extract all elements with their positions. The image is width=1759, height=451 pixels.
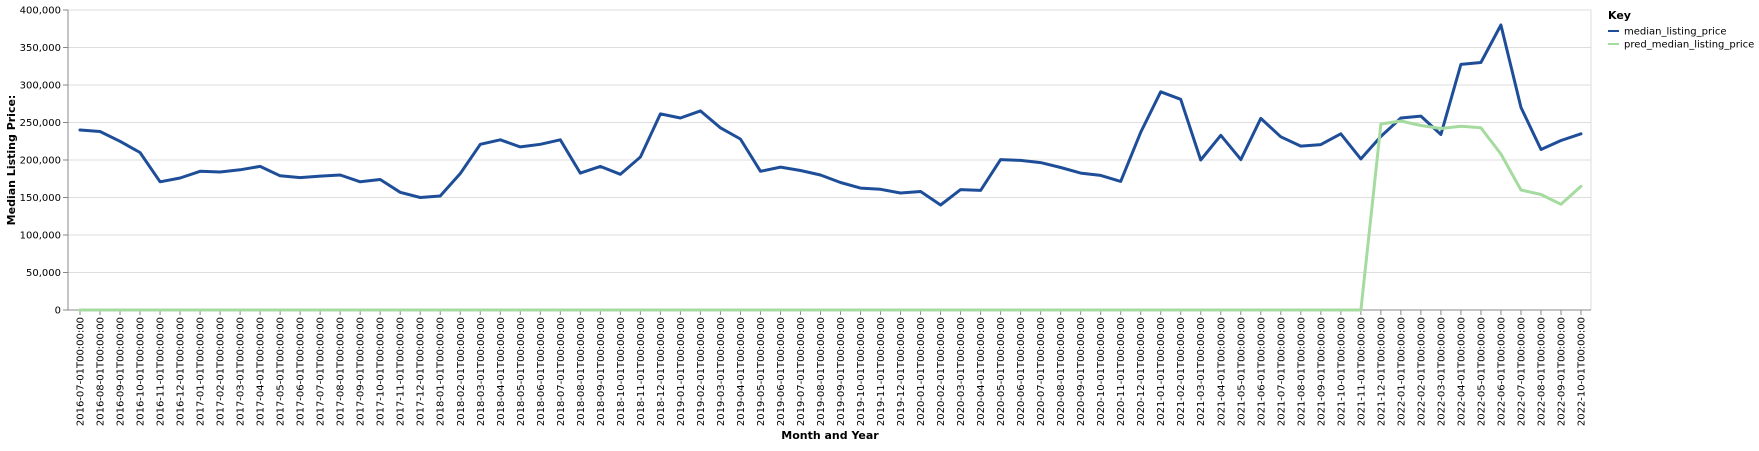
x-tick-label: 2017-12-01T00:00:00 xyxy=(416,317,427,426)
y-tick-label: 300,000 xyxy=(20,81,61,92)
x-tick-label: 2021-09-01T00:00:00 xyxy=(1316,317,1327,426)
y-tick-label: 100,000 xyxy=(20,231,61,242)
x-tick-label: 2016-10-01T00:00:00 xyxy=(136,317,147,426)
legend-title: Key xyxy=(1608,9,1631,22)
gridlines xyxy=(68,9,1592,311)
y-tick-label: 150,000 xyxy=(20,193,61,204)
x-tick-label: 2020-04-01T00:00:00 xyxy=(976,317,987,426)
x-tick-label: 2022-06-01T00:00:00 xyxy=(1496,317,1507,426)
x-tick-label: 2019-08-01T00:00:00 xyxy=(816,317,827,426)
series-line-median_listing_price xyxy=(78,23,1583,207)
x-tick-label: 2021-07-01T00:00:00 xyxy=(1276,317,1287,426)
x-tick-label: 2021-08-01T00:00:00 xyxy=(1296,317,1307,426)
x-tick-label: 2018-07-01T00:00:00 xyxy=(556,317,567,426)
x-tick-label: 2019-01-01T00:00:00 xyxy=(676,317,687,426)
x-tick-label: 2018-01-01T00:00:00 xyxy=(436,317,447,426)
x-tick-label: 2017-11-01T00:00:00 xyxy=(396,317,407,426)
x-tick-label: 2020-01-01T00:00:00 xyxy=(916,317,927,426)
x-tick-label: 2022-08-01T00:00:00 xyxy=(1536,317,1547,426)
x-tick-label: 2022-10-01T00:00:00 xyxy=(1577,317,1588,426)
y-axis-title: Median Listing Price: xyxy=(5,95,18,226)
x-tick-label: 2019-04-01T00:00:00 xyxy=(736,317,747,426)
x-tick-label: 2021-01-01T00:00:00 xyxy=(1156,317,1167,426)
x-tick-label: 2020-11-01T00:00:00 xyxy=(1116,317,1127,426)
x-tick-label: 2016-11-01T00:00:00 xyxy=(156,317,167,426)
x-tick-label: 2020-07-01T00:00:00 xyxy=(1036,317,1047,426)
x-tick-label: 2018-10-01T00:00:00 xyxy=(616,317,627,426)
x-tick-label: 2016-07-01T00:00:00 xyxy=(76,317,87,426)
x-tick-label: 2020-06-01T00:00:00 xyxy=(1016,317,1027,426)
y-axis: 0 50,000 100,000 150,000 200,000 250,000 300,0… xyxy=(20,6,69,317)
x-tick-label: 2018-08-01T00:00:00 xyxy=(576,317,587,426)
x-tick-label: 2019-07-01T00:00:00 xyxy=(796,317,807,426)
x-tick-label: 2018-05-01T00:00:00 xyxy=(516,317,527,426)
x-tick-label: 2020-10-01T00:00:00 xyxy=(1096,317,1107,426)
x-tick-label: 2018-06-01T00:00:00 xyxy=(536,317,547,426)
x-tick-label: 2022-09-01T00:00:00 xyxy=(1556,317,1567,426)
x-tick-label: 2021-05-01T00:00:00 xyxy=(1236,317,1247,426)
series-lines xyxy=(78,23,1583,312)
x-tick-label: 2022-03-01T00:00:00 xyxy=(1436,317,1447,426)
x-tick-label: 2018-04-01T00:00:00 xyxy=(496,317,507,426)
x-tick-label: 2021-06-01T00:00:00 xyxy=(1256,317,1267,426)
x-tick-label: 2016-12-01T00:00:00 xyxy=(176,317,187,426)
x-tick-label: 2019-09-01T00:00:00 xyxy=(836,317,847,426)
x-axis-title: Month and Year xyxy=(781,429,879,442)
x-tick-label: 2022-05-01T00:00:00 xyxy=(1476,317,1487,426)
legend: Key median_listing_price pred_median_list… xyxy=(1608,9,1754,51)
x-tick-label: 2019-10-01T00:00:00 xyxy=(856,317,867,426)
x-tick-label: 2020-12-01T00:00:00 xyxy=(1136,317,1147,426)
y-tick-label: 400,000 xyxy=(20,6,61,17)
x-tick-label: 2022-02-01T00:00:00 xyxy=(1416,317,1427,426)
x-tick-label: 2020-02-01T00:00:00 xyxy=(936,317,947,426)
x-tick-label: 2017-02-01T00:00:00 xyxy=(216,317,227,426)
x-tick-label: 2018-09-01T00:00:00 xyxy=(596,317,607,426)
x-tick-label: 2017-10-01T00:00:00 xyxy=(376,317,387,426)
x-tick-label: 2017-09-01T00:00:00 xyxy=(356,317,367,426)
x-axis: 2016-07-01T00:00:00 2016-08-01T00:00:00 20… xyxy=(68,309,1591,426)
x-tick-label: 2020-03-01T00:00:00 xyxy=(956,317,967,426)
x-tick-label: 2021-03-01T00:00:00 xyxy=(1196,317,1207,426)
x-tick-label: 2017-03-01T00:00:00 xyxy=(236,317,247,426)
y-tick-label: 250,000 xyxy=(20,118,61,129)
x-tick-label: 2022-01-01T00:00:00 xyxy=(1396,317,1407,426)
y-tick-label: 200,000 xyxy=(20,156,61,167)
x-tick-label: 2017-06-01T00:00:00 xyxy=(296,317,307,426)
x-tick-label: 2017-01-01T00:00:00 xyxy=(196,317,207,426)
x-tick-label: 2017-05-01T00:00:00 xyxy=(276,317,287,426)
x-tick-label: 2020-08-01T00:00:00 xyxy=(1056,317,1067,426)
x-tick-label: 2021-02-01T00:00:00 xyxy=(1176,317,1187,426)
x-tick-label: 2017-04-01T00:00:00 xyxy=(256,317,267,426)
x-tick-label: 2021-11-01T00:00:00 xyxy=(1356,317,1367,426)
x-tick-label: 2018-11-01T00:00:00 xyxy=(636,317,647,426)
x-tick-label: 2019-05-01T00:00:00 xyxy=(756,317,767,426)
x-tick-label: 2016-08-01T00:00:00 xyxy=(96,317,107,426)
x-tick-label: 2019-02-01T00:00:00 xyxy=(696,317,707,426)
y-tick-label: 0 xyxy=(55,306,61,317)
x-tick-label: 2016-09-01T00:00:00 xyxy=(116,317,127,426)
x-tick-label: 2017-08-01T00:00:00 xyxy=(336,317,347,426)
legend-label: median_listing_price xyxy=(1624,27,1727,38)
legend-label: pred_median_listing_price xyxy=(1624,40,1754,51)
x-tick-label: 2018-12-01T00:00:00 xyxy=(656,317,667,426)
x-tick-label: 2021-12-01T00:00:00 xyxy=(1376,317,1387,426)
x-tick-label: 2022-04-01T00:00:00 xyxy=(1456,317,1467,426)
x-tick-label: 2020-09-01T00:00:00 xyxy=(1076,317,1087,426)
x-tick-label: 2019-03-01T00:00:00 xyxy=(716,317,727,426)
series-line-pred_median_listing_price xyxy=(78,119,1583,312)
x-tick-label: 2019-06-01T00:00:00 xyxy=(776,317,787,426)
x-tick-label: 2018-03-01T00:00:00 xyxy=(476,317,487,426)
x-tick-label: 2019-11-01T00:00:00 xyxy=(876,317,887,426)
x-tick-label: 2018-02-01T00:00:00 xyxy=(456,317,467,426)
x-tick-label: 2019-12-01T00:00:00 xyxy=(896,317,907,426)
x-tick-label: 2021-04-01T00:00:00 xyxy=(1216,317,1227,426)
x-tick-label: 2020-05-01T00:00:00 xyxy=(996,317,1007,426)
y-tick-label: 350,000 xyxy=(20,43,61,54)
x-tick-label: 2021-10-01T00:00:00 xyxy=(1336,317,1347,426)
y-tick-label: 50,000 xyxy=(26,268,61,279)
x-tick-label: 2017-07-01T00:00:00 xyxy=(316,317,327,426)
x-tick-label: 2022-07-01T00:00:00 xyxy=(1516,317,1527,426)
